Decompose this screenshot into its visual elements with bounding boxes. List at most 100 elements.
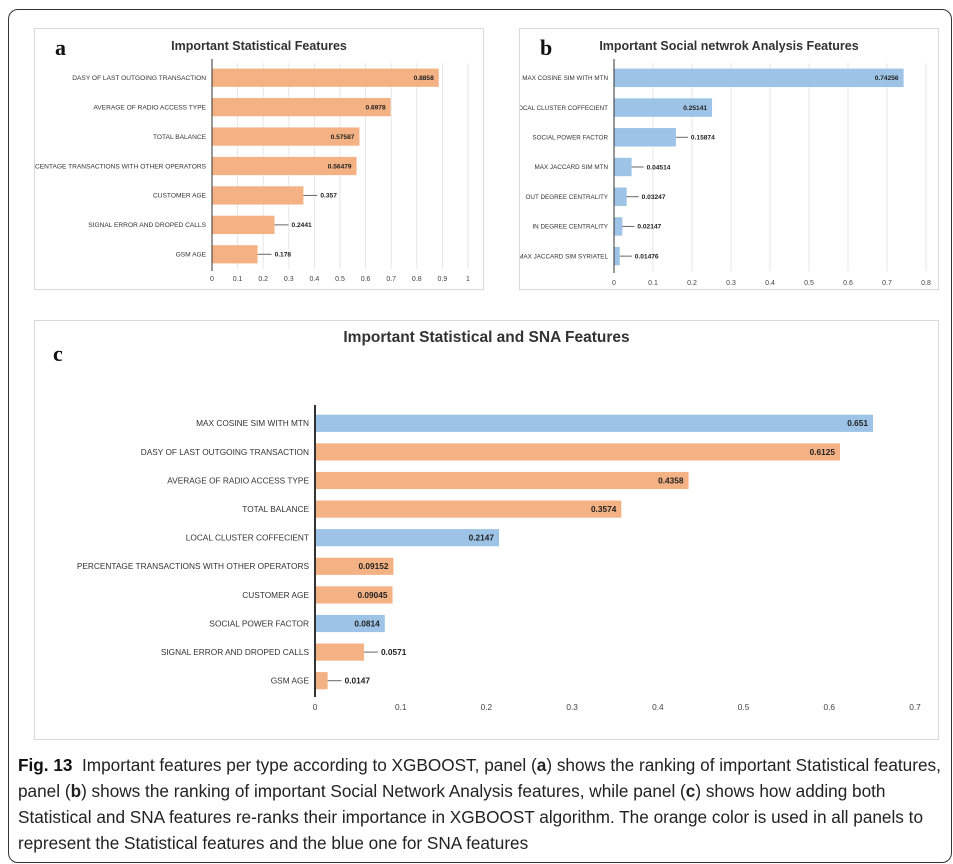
x-tick-label: 0 bbox=[313, 702, 318, 712]
bar bbox=[212, 215, 275, 234]
data-label: 0.0814 bbox=[354, 618, 380, 628]
category-label: MAX JACCARD SIM MTN bbox=[535, 164, 609, 171]
x-tick-label: 0.7 bbox=[386, 276, 396, 283]
x-tick-label: 0.8 bbox=[412, 276, 422, 283]
bar bbox=[315, 500, 622, 518]
chart-title-b: Important Social netwrok Analysis Featur… bbox=[599, 39, 859, 53]
category-label: DASY OF LAST OUTGOING TRANSACTION bbox=[72, 75, 206, 82]
bar bbox=[315, 529, 500, 547]
x-tick-label: 0.6 bbox=[824, 702, 836, 712]
caption-figure-label: Fig. 13 bbox=[18, 755, 73, 775]
category-label: GSM AGE bbox=[271, 676, 310, 686]
bar bbox=[315, 443, 840, 461]
caption-text: ) shows the ranking of important Statist… bbox=[18, 755, 941, 801]
data-label: 0.25141 bbox=[683, 105, 707, 112]
panel-letter-a: a bbox=[55, 35, 66, 60]
category-label: LOCAL CLUSTER COFFECIENT bbox=[186, 533, 309, 543]
chart-title-a: Important Statistical Features bbox=[171, 39, 347, 53]
data-label: 0.4358 bbox=[658, 475, 684, 485]
category-label: OUT DEGREE CENTRALITY bbox=[526, 194, 609, 201]
bar bbox=[315, 672, 328, 690]
category-label: SIGNAL ERROR AND DROPED CALLS bbox=[161, 647, 310, 657]
data-label: 0.04514 bbox=[647, 164, 671, 171]
data-label: 0.74256 bbox=[875, 75, 899, 82]
data-label: 0.15874 bbox=[691, 135, 715, 142]
caption-panel-a: a bbox=[536, 755, 547, 775]
category-label: MAX COSINE SIM WITH MTN bbox=[522, 75, 608, 82]
panel-letter-c: c bbox=[53, 341, 63, 366]
x-tick-label: 0.6 bbox=[843, 280, 853, 287]
category-label: TOTAL BALANCE bbox=[153, 134, 207, 141]
x-tick-label: 0.2 bbox=[258, 276, 268, 283]
chart-a: DASY OF LAST OUTGOING TRANSACTION 0.8858 A… bbox=[35, 59, 470, 283]
category-label: DASY OF LAST OUTGOING TRANSACTION bbox=[141, 447, 309, 457]
data-label: 0.57587 bbox=[331, 134, 355, 141]
caption-text: ) shows how adding both Statistical and … bbox=[18, 781, 924, 853]
x-tick-label: 0.3 bbox=[566, 702, 578, 712]
x-tick-label: 0.1 bbox=[648, 280, 658, 287]
x-tick-label: 0.2 bbox=[687, 280, 697, 287]
x-tick-label: 0.5 bbox=[335, 276, 345, 283]
category-label: LOCAL CLUSTER COFFECIENT bbox=[520, 105, 608, 112]
data-label: 0.0571 bbox=[381, 647, 407, 657]
figure-caption: Fig. 13 Important features per type acco… bbox=[18, 752, 943, 856]
bar bbox=[614, 217, 623, 236]
category-label: CUSTOMER AGE bbox=[242, 590, 309, 600]
x-tick-label: 0.4 bbox=[652, 702, 664, 712]
bar bbox=[212, 245, 258, 264]
caption-panel-c: c bbox=[685, 781, 696, 801]
bar bbox=[614, 187, 627, 206]
x-tick-label: 0.7 bbox=[909, 702, 921, 712]
category-label: AVERAGE OF RADIO ACCESS TYPE bbox=[167, 475, 309, 485]
data-label: 0.01476 bbox=[635, 253, 659, 260]
data-label: 0.02147 bbox=[637, 224, 661, 231]
bar bbox=[315, 614, 385, 633]
bar bbox=[315, 471, 689, 490]
data-label: 0.651 bbox=[847, 418, 868, 428]
data-label: 0.8858 bbox=[414, 75, 435, 82]
bar bbox=[614, 246, 620, 266]
x-tick-label: 0.8 bbox=[921, 280, 931, 287]
panel-b: b Important Social netwrok Analysis Feat… bbox=[519, 28, 939, 290]
category-label: AVERAGE OF RADIO ACCESS TYPE bbox=[93, 104, 206, 111]
data-label: 0.56479 bbox=[328, 163, 352, 170]
x-tick-label: 0.5 bbox=[738, 702, 750, 712]
bar bbox=[614, 68, 904, 88]
x-tick-label: 0 bbox=[210, 276, 214, 283]
panel-letter-b: b bbox=[540, 35, 553, 60]
x-tick-label: 0.1 bbox=[233, 276, 243, 283]
x-tick-label: 0.4 bbox=[765, 280, 775, 287]
data-label: 0.2441 bbox=[291, 222, 312, 229]
panel-a: a Important Statistical Features DASY OF… bbox=[34, 28, 484, 290]
category-label: SIGNAL ERROR AND DROPED CALLS bbox=[88, 222, 206, 229]
bar bbox=[614, 128, 676, 147]
bar bbox=[212, 98, 391, 117]
x-tick-label: 0.6 bbox=[361, 276, 371, 283]
category-label: SOCIAL POWER FACTOR bbox=[532, 134, 608, 141]
bar bbox=[212, 127, 360, 146]
x-tick-label: 0.5 bbox=[804, 280, 814, 287]
category-label: MAX COSINE SIM WITH MTN bbox=[196, 418, 309, 428]
chart-c: MAX COSINE SIM WITH MTN 0.651 DASY OF LAST… bbox=[77, 405, 921, 712]
x-tick-label: 0.9 bbox=[438, 276, 448, 283]
data-label: 0.6978 bbox=[365, 104, 386, 111]
category-label: IN DEGREE CENTRALITY bbox=[532, 224, 608, 231]
bar bbox=[614, 157, 632, 177]
data-label: 0.2147 bbox=[469, 533, 495, 543]
bar bbox=[212, 186, 304, 205]
chart-b: MAX COSINE SIM WITH MTN 0.74256 LOCAL CLUS… bbox=[520, 59, 931, 287]
bar bbox=[315, 643, 364, 661]
x-tick-label: 0 bbox=[612, 280, 616, 287]
bar bbox=[212, 68, 439, 87]
x-tick-label: 0.2 bbox=[481, 702, 493, 712]
bar bbox=[315, 557, 394, 575]
caption-panel-b: b bbox=[70, 781, 82, 801]
bar bbox=[315, 586, 393, 604]
data-label: 0.09045 bbox=[358, 590, 388, 600]
data-label: 0.3574 bbox=[591, 504, 617, 514]
figure-frame bbox=[8, 9, 952, 863]
category-label: PERCENTAGE TRANSACTIONS WITH OTHER OPERA… bbox=[35, 163, 207, 170]
category-label: GSM AGE bbox=[176, 252, 207, 259]
category-label: TOTAL BALANCE bbox=[242, 504, 309, 514]
x-tick-label: 0.1 bbox=[395, 702, 407, 712]
